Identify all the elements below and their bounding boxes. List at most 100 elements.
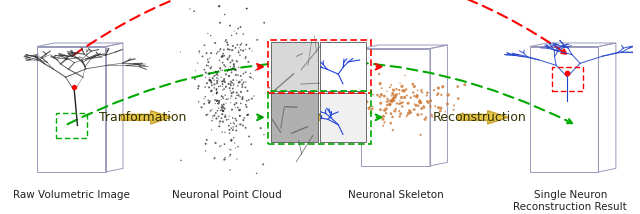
Point — [231, 125, 241, 128]
Point — [220, 40, 230, 43]
Point — [203, 58, 213, 61]
Point — [228, 78, 238, 82]
Point — [380, 120, 390, 123]
Point — [214, 99, 224, 103]
Point — [378, 117, 388, 121]
Point — [219, 79, 229, 82]
Point — [241, 71, 251, 74]
FancyArrowPatch shape — [67, 61, 572, 124]
Point — [232, 43, 243, 46]
Point — [214, 115, 224, 118]
Point — [224, 155, 234, 158]
Point — [426, 113, 436, 116]
Point — [229, 122, 239, 126]
Point — [230, 29, 240, 33]
Point — [390, 93, 401, 96]
Point — [234, 46, 244, 50]
Point — [458, 112, 468, 116]
Point — [225, 24, 235, 27]
Point — [216, 98, 226, 101]
Point — [230, 141, 240, 145]
Point — [215, 21, 225, 24]
Point — [232, 60, 242, 63]
Point — [213, 69, 223, 73]
Point — [200, 149, 211, 153]
Point — [397, 85, 407, 88]
Point — [209, 114, 220, 117]
Text: Single Neuron
Reconstruction Result: Single Neuron Reconstruction Result — [513, 190, 627, 212]
Point — [209, 86, 220, 90]
Point — [235, 114, 245, 117]
Point — [235, 114, 245, 117]
Point — [226, 82, 236, 86]
Point — [252, 38, 262, 42]
Point — [227, 34, 237, 37]
Point — [217, 106, 227, 109]
Point — [352, 82, 362, 85]
Point — [209, 156, 220, 160]
Point — [205, 56, 215, 60]
Point — [236, 74, 246, 78]
Point — [419, 106, 429, 109]
Point — [367, 93, 378, 96]
Point — [221, 73, 231, 76]
Point — [214, 100, 224, 104]
Point — [449, 108, 459, 111]
Point — [194, 51, 204, 55]
Point — [220, 156, 230, 159]
Point — [200, 142, 211, 146]
Point — [429, 88, 439, 92]
Point — [202, 82, 212, 85]
Point — [225, 48, 235, 51]
Point — [433, 86, 444, 90]
Point — [359, 103, 369, 107]
Point — [228, 127, 238, 131]
Point — [236, 123, 246, 126]
Point — [220, 114, 230, 117]
Point — [225, 153, 236, 157]
Point — [241, 103, 251, 107]
Point — [202, 64, 212, 67]
Point — [225, 97, 236, 100]
Point — [215, 85, 225, 88]
Point — [376, 86, 387, 90]
Point — [205, 67, 216, 70]
Point — [225, 131, 235, 135]
Point — [388, 99, 399, 103]
Point — [402, 94, 412, 97]
Point — [243, 60, 253, 64]
Point — [325, 107, 335, 110]
Point — [228, 125, 238, 129]
Point — [231, 101, 241, 105]
Point — [382, 97, 392, 101]
Point — [205, 79, 215, 82]
Point — [237, 83, 248, 86]
Point — [378, 114, 388, 118]
Point — [255, 126, 266, 130]
Point — [219, 63, 229, 67]
Point — [218, 82, 228, 85]
Point — [219, 54, 229, 57]
Point — [234, 122, 244, 126]
FancyBboxPatch shape — [271, 93, 317, 142]
Point — [218, 85, 228, 88]
Point — [221, 98, 232, 101]
Point — [243, 113, 253, 116]
Point — [227, 94, 237, 98]
Point — [385, 103, 395, 106]
Point — [386, 121, 396, 125]
Point — [404, 109, 415, 112]
Point — [364, 106, 374, 109]
Point — [224, 56, 234, 59]
Point — [246, 76, 256, 79]
Point — [212, 91, 222, 94]
Point — [212, 91, 222, 94]
Text: Neuronal Point Cloud: Neuronal Point Cloud — [172, 190, 282, 200]
Point — [217, 112, 227, 116]
Point — [417, 113, 427, 116]
Point — [216, 76, 227, 79]
Point — [222, 57, 232, 60]
Point — [224, 74, 234, 78]
Point — [225, 89, 236, 93]
Point — [222, 41, 232, 44]
